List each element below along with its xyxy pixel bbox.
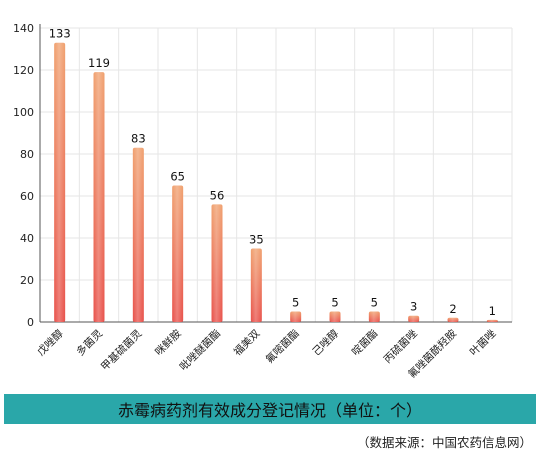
bars	[54, 42, 498, 322]
bar-highlight	[290, 311, 302, 322]
y-tick-label: 60	[20, 190, 34, 203]
y-tick-label: 40	[20, 232, 34, 245]
y-tick-label: 80	[20, 148, 34, 161]
bar-highlight	[172, 185, 184, 322]
x-tick-label: 叶菌唑	[467, 327, 499, 359]
data-label: 133	[49, 27, 71, 41]
bar-highlight	[486, 319, 498, 322]
y-tick-label: 120	[13, 64, 34, 77]
data-label: 35	[249, 233, 264, 247]
x-tick-label: 丙硫菌唑	[381, 327, 420, 366]
x-tick-label: 戊唑醇	[34, 327, 66, 359]
x-tick-label: 己唑醇	[310, 327, 342, 359]
bar-highlight	[54, 42, 66, 322]
x-tick-label: 福美双	[231, 327, 263, 359]
x-tick-label: 多菌灵	[74, 327, 106, 359]
bar-highlight	[329, 311, 341, 322]
chart-title-band: 赤霉病药剂有效成分登记情况（单位：个）	[4, 394, 536, 424]
y-tick-labels: 0 20 40 60 80 100 120 140	[13, 22, 34, 329]
x-tick-label: 氟嘧菌酯	[263, 327, 302, 366]
data-label: 119	[88, 56, 110, 70]
grid-lines	[40, 27, 513, 322]
data-label: 5	[292, 296, 299, 310]
bar-highlight	[447, 317, 459, 322]
y-tick-label: 100	[13, 106, 34, 119]
y-tick-label: 140	[13, 22, 34, 35]
x-tick-label: 甲基硫菌灵	[98, 327, 145, 374]
bar-highlight	[93, 72, 105, 322]
chart-title: 赤霉病药剂有效成分登记情况（单位：个）	[117, 401, 422, 420]
y-tick-label: 0	[27, 316, 34, 329]
x-tick-label: 啶菌酯	[349, 327, 380, 358]
bar-highlight	[132, 147, 144, 322]
x-tick-label: 咪鲜胺	[152, 327, 184, 359]
x-tick-label: 吡唑醚菌酯	[177, 327, 223, 373]
data-label: 56	[210, 188, 225, 202]
y-tick-label: 20	[20, 274, 34, 287]
source-note: （数据来源：中国农药信息网）	[356, 435, 532, 450]
bar-highlight	[211, 204, 223, 322]
data-label: 5	[331, 296, 338, 310]
data-label: 83	[131, 132, 146, 146]
data-label: 65	[170, 170, 185, 184]
bar-highlight	[250, 248, 262, 322]
data-label: 2	[449, 302, 456, 316]
data-label: 1	[489, 304, 496, 318]
bar-highlight	[408, 315, 420, 322]
axes	[39, 24, 512, 323]
bar-highlight	[368, 311, 380, 322]
data-label: 3	[410, 300, 417, 314]
data-label: 5	[371, 296, 378, 310]
data-labels: 133 119 83 65 56 35 5 5 5 3 2 1	[49, 27, 496, 318]
